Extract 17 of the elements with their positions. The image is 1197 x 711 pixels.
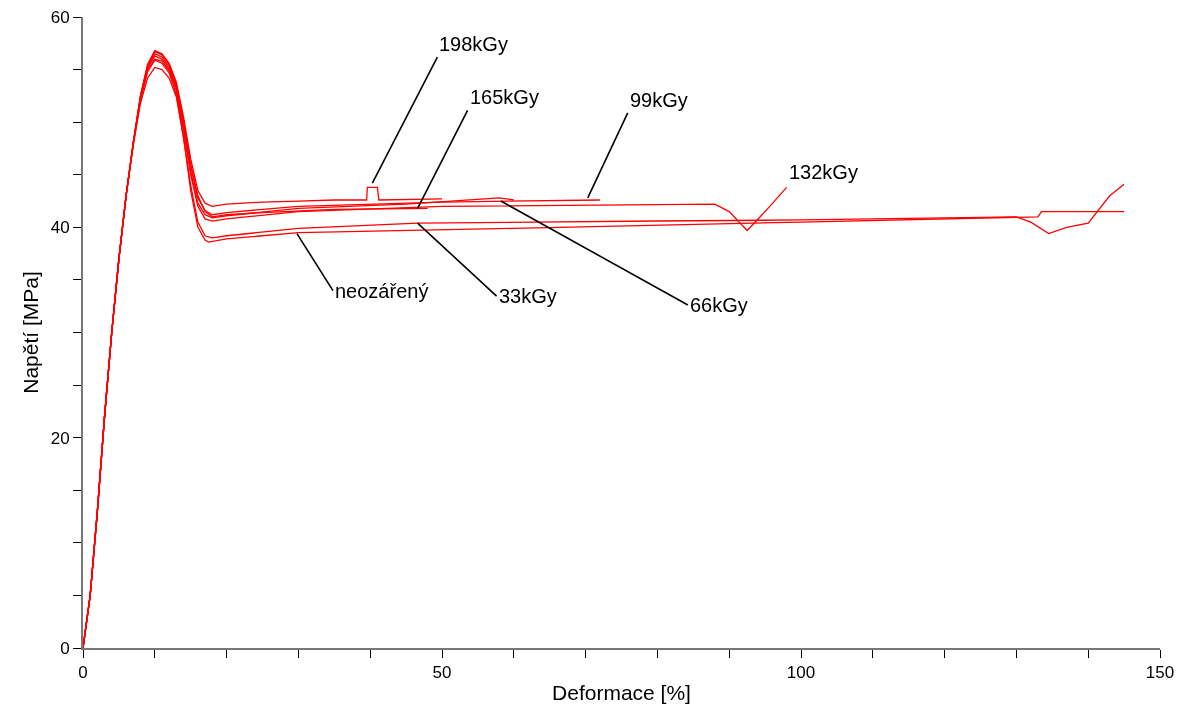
y-tick-label: 0 (60, 638, 70, 658)
x-tick-label: 150 (1145, 663, 1175, 683)
y-tick-label: 40 (50, 218, 70, 238)
annotation: 66kGy (690, 294, 748, 316)
annotation: 33kGy (499, 285, 557, 307)
annotation: 198kGy (439, 33, 508, 55)
x-tick-label: 100 (786, 663, 816, 683)
x-tick-label: 50 (432, 663, 452, 683)
x-tick-label: 0 (78, 663, 88, 683)
y-tick-label: 20 (50, 428, 70, 448)
annotation: 132kGy (789, 161, 858, 183)
annotation: 99kGy (630, 89, 688, 111)
y-axis-title: Napětí [MPa] (19, 271, 43, 394)
y-tick-label: 60 (50, 7, 70, 27)
x-axis-title: Deformace [%] (552, 681, 691, 705)
annotation: 165kGy (470, 86, 539, 108)
annotation: neozářený (335, 280, 429, 302)
